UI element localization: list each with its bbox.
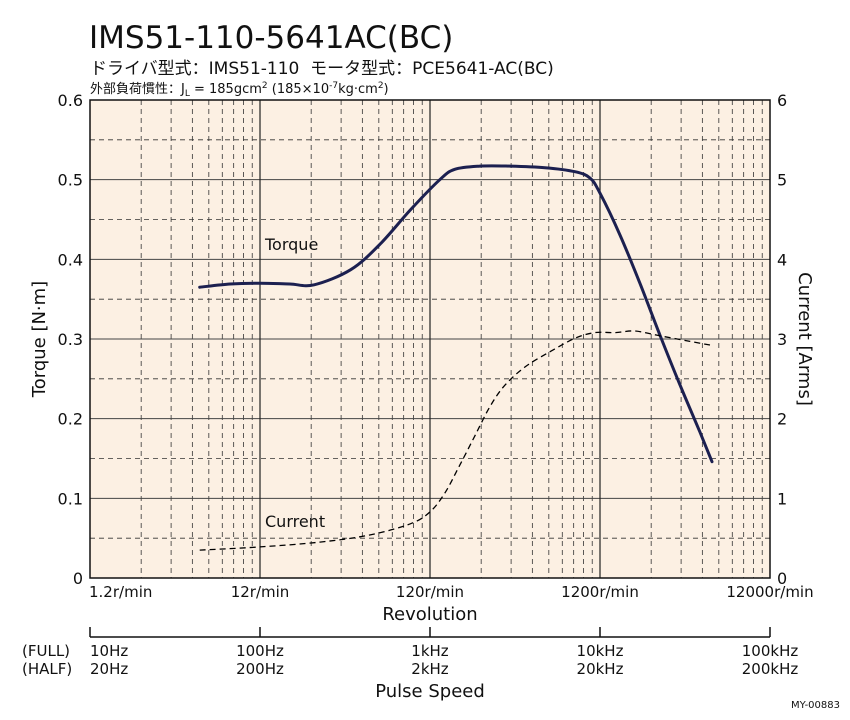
y-tick-label: 0.6: [58, 91, 83, 110]
x-tick-label: 12000r/min: [726, 583, 813, 601]
pulse-tick-half-label: 200Hz: [236, 660, 284, 678]
inertia-alt-unit: kg·cm: [338, 82, 378, 97]
y2-tick-label: 3: [777, 330, 787, 349]
pulse-axis-title: Pulse Speed: [375, 681, 485, 702]
series-line-current: [199, 330, 713, 551]
series-line-torque: [198, 164, 714, 464]
pulse-tick-full-label: 1kHz: [411, 642, 449, 660]
x-axis-title: Revolution: [382, 604, 477, 625]
pulse-tick-full-label: 100kHz: [742, 642, 799, 660]
y-axis-left: 0 0.1 0.2 0.3 0.4 0.5 0.6: [58, 91, 83, 588]
inertia-alt-unit-superscript: 2: [378, 81, 384, 91]
y-tick-label: 0.3: [58, 330, 83, 349]
pulse-tick-full-label: 100Hz: [236, 642, 284, 660]
y-tick-label: 0.2: [58, 410, 83, 429]
pulse-full-prefix: (FULL): [22, 642, 70, 660]
y-axis-title: Torque [N·m]: [29, 281, 50, 398]
y-tick-label: 0.4: [58, 250, 83, 269]
pulse-tick-full-label: 10kHz: [577, 642, 624, 660]
x-tick-label: 1.2r/min: [89, 583, 152, 601]
figure-code: MY-00883: [791, 700, 840, 711]
inertia-value-superscript: 2: [262, 81, 268, 91]
series-label-torque: Torque: [264, 235, 318, 254]
y2-tick-label: 2: [777, 410, 787, 429]
y2-axis-title: Current [Arms]: [794, 272, 815, 406]
inertia-alt-exponent: -7: [329, 81, 338, 91]
inertia-prefix: 外部負荷慣性：J: [90, 81, 185, 97]
inertia-subscript: L: [185, 89, 190, 99]
y2-tick-label: 4: [777, 250, 787, 269]
x-tick-label: 1200r/min: [561, 583, 639, 601]
pulse-tick-half-label: 20Hz: [90, 660, 128, 678]
inertia-value: = 185gcm: [190, 82, 262, 97]
chart-title: IMS51-110-5641AC(BC): [89, 20, 453, 56]
pulse-tick-full-label: 10Hz: [90, 642, 128, 660]
grid: [90, 100, 770, 578]
y2-tick-label: 0: [777, 569, 787, 588]
pulse-tick-half-label: 20kHz: [577, 660, 624, 678]
inertia-alt-close: ): [384, 82, 389, 97]
inertia-alt-open: (185×10: [268, 82, 329, 97]
y2-tick-label: 6: [777, 91, 787, 110]
y2-tick-label: 1: [777, 489, 787, 508]
x-axis: 1.2r/min 12r/min 120r/min 1200r/min 12000r/m…: [89, 583, 814, 601]
y-tick-label: 0: [73, 569, 83, 588]
pulse-half-prefix: (HALF): [22, 660, 72, 678]
y-axis-right: 0 1 2 3 4 5 6: [777, 91, 787, 588]
pulse-tick-half-label: 200kHz: [742, 660, 799, 678]
plot-border: [89, 99, 771, 579]
series-lines: [198, 164, 714, 551]
pulse-tick-half-label: 2kHz: [411, 660, 449, 678]
y2-tick-label: 5: [777, 171, 787, 190]
x-tick-label: 12r/min: [231, 583, 290, 601]
series-label-current: Current: [265, 512, 325, 531]
y-tick-label: 0.5: [58, 171, 83, 190]
chart-subtitle: ドライバ型式：IMS51-110 モータ型式：PCE5641-AC(BC): [90, 59, 554, 79]
inertia-note: 外部負荷慣性：JL = 185gcm2 (185×10-7kg·cm2): [90, 81, 389, 99]
y-tick-label: 0.1: [58, 489, 83, 508]
x-tick-label: 120r/min: [396, 583, 464, 601]
